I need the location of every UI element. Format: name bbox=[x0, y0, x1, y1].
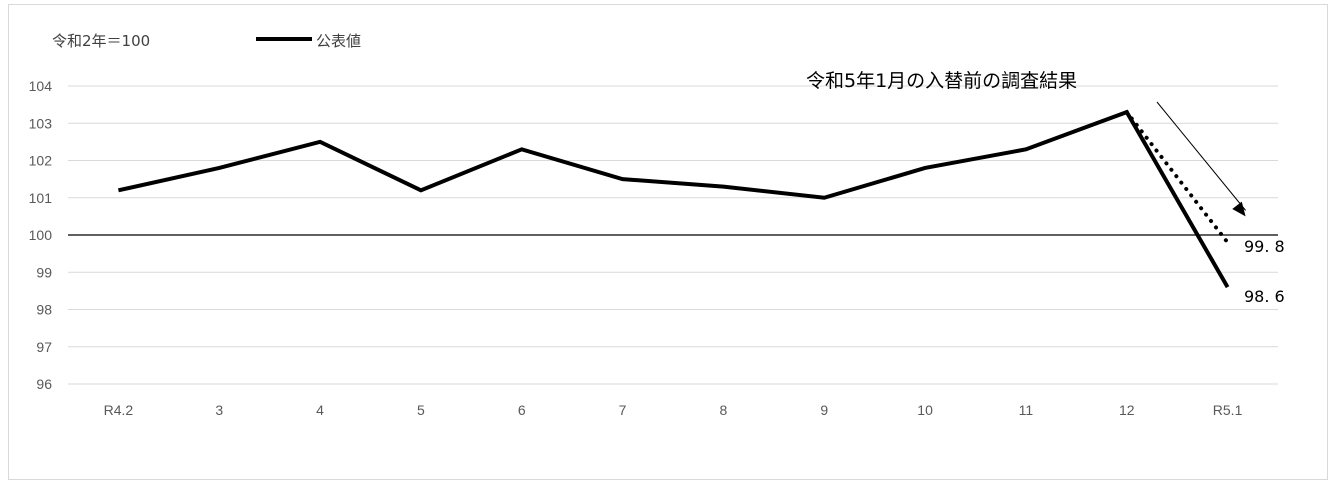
y-tick-label: 98 bbox=[36, 302, 52, 318]
annotation-text: 令和5年1月の入替前の調査結果 bbox=[806, 70, 1077, 92]
y-axis: 96 97 98 99 100 101 102 103 104 bbox=[29, 78, 53, 392]
series-line-old-survey bbox=[1124, 110, 1230, 245]
data-label-old: 99. 8 bbox=[1244, 237, 1285, 256]
x-tick-label: 4 bbox=[316, 402, 324, 418]
legend-label: 公表値 bbox=[316, 32, 361, 50]
y-tick-label: 99 bbox=[36, 264, 52, 280]
series-layer bbox=[117, 109, 1230, 289]
y-tick-label: 103 bbox=[29, 115, 53, 131]
x-tick-label: 10 bbox=[917, 402, 933, 418]
annotation-arrow bbox=[1156, 101, 1246, 217]
y-tick-label: 102 bbox=[29, 153, 53, 169]
x-tick-label: R4.2 bbox=[104, 402, 134, 418]
x-tick-label: R5.1 bbox=[1213, 402, 1243, 418]
series-line-published bbox=[117, 109, 1230, 289]
x-tick-label: 8 bbox=[720, 402, 728, 418]
x-tick-label: 5 bbox=[417, 402, 425, 418]
chart-frame bbox=[8, 4, 1328, 480]
arrow-head bbox=[1232, 201, 1246, 217]
y-tick-label: 97 bbox=[36, 339, 52, 355]
grid-lines bbox=[68, 85, 1278, 385]
arrow-shaft bbox=[1156, 101, 1246, 211]
legend: 公表値 bbox=[256, 32, 361, 50]
unit-label: 令和2年＝100 bbox=[52, 32, 150, 50]
y-tick-label: 96 bbox=[36, 376, 52, 392]
x-axis: R4.2 3 4 5 6 7 8 9 10 11 12 R5.1 bbox=[104, 402, 1243, 418]
y-tick-label: 104 bbox=[29, 78, 53, 94]
x-tick-label: 9 bbox=[820, 402, 828, 418]
x-tick-label: 7 bbox=[619, 402, 627, 418]
data-label-published: 98. 6 bbox=[1244, 287, 1285, 306]
x-tick-label: 3 bbox=[215, 402, 223, 418]
y-tick-label: 101 bbox=[29, 190, 53, 206]
y-tick-label: 100 bbox=[29, 227, 53, 243]
x-tick-label: 12 bbox=[1119, 402, 1135, 418]
x-tick-label: 6 bbox=[518, 402, 526, 418]
x-tick-label: 11 bbox=[1019, 402, 1034, 418]
